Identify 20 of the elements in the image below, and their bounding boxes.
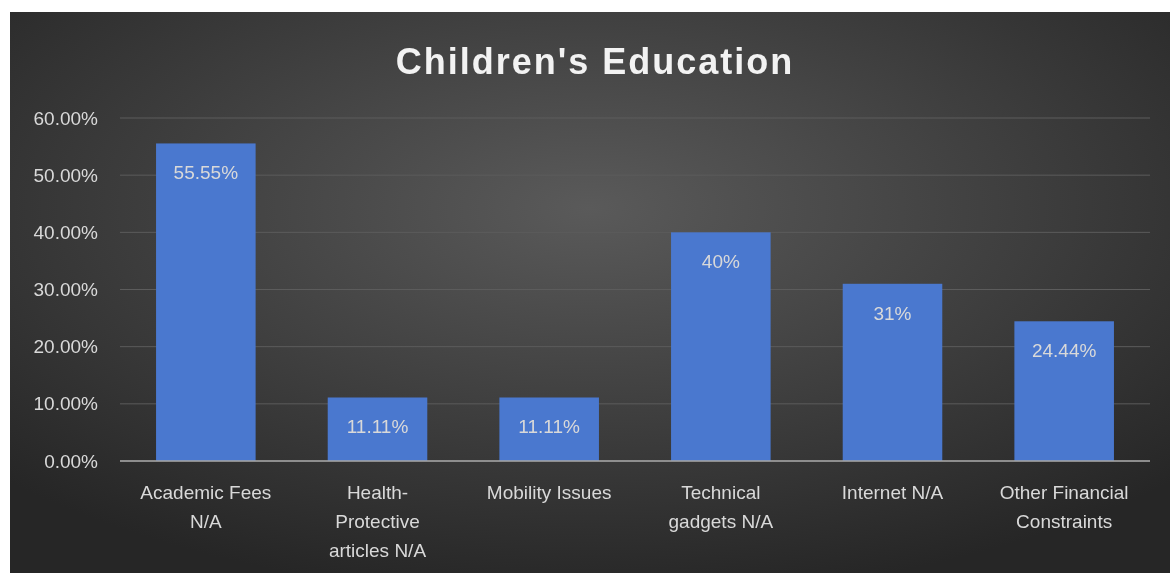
y-tick-label: 0.00%: [44, 450, 99, 472]
data-label: 11.11%: [518, 416, 581, 438]
data-label: 40%: [701, 251, 740, 273]
y-tick-label: 20.00%: [33, 336, 99, 358]
x-tick-label: Mobility Issues: [486, 482, 612, 503]
data-label: 55.55%: [173, 162, 239, 184]
data-label: 31%: [873, 302, 912, 324]
y-tick-label: 40.00%: [33, 221, 99, 243]
chart-title: Children's Education: [395, 41, 795, 82]
y-tick-label: 30.00%: [33, 279, 99, 301]
x-tick-label: Academic Fees N/A: [140, 482, 272, 532]
data-label: 11.11%: [346, 416, 409, 438]
y-tick-label: 10.00%: [33, 393, 99, 415]
data-label: 24.44%: [1031, 340, 1097, 362]
x-tick-label: Other Financial Constraints: [999, 482, 1129, 532]
x-tick-label: Internet N/A: [841, 482, 944, 503]
x-tick-label: Health-Protective articles N/A: [328, 482, 427, 561]
y-tick-label: 50.00%: [33, 164, 99, 186]
y-tick-label: 60.00%: [33, 107, 99, 129]
x-tick-label: Technical gadgets N/A: [668, 482, 774, 532]
